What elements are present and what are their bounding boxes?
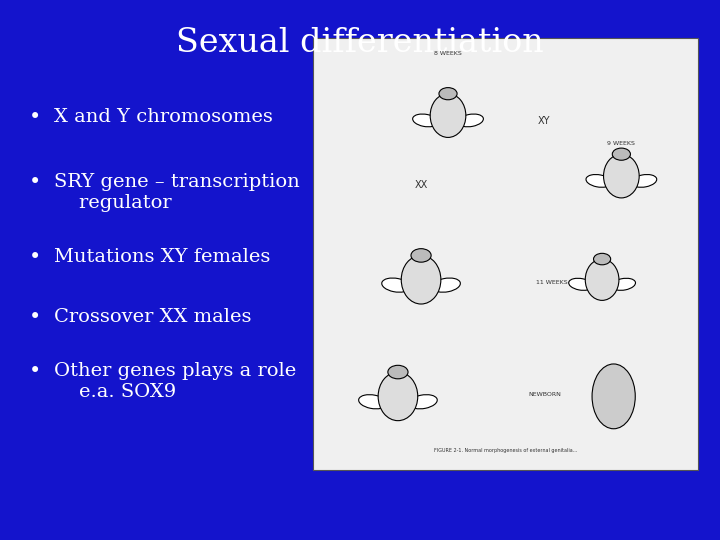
Text: Crossover XX males: Crossover XX males xyxy=(54,308,251,326)
Text: NEWBORN: NEWBORN xyxy=(528,392,561,397)
Text: 8 WEEKS: 8 WEEKS xyxy=(434,51,462,56)
Ellipse shape xyxy=(431,94,466,137)
Ellipse shape xyxy=(631,174,657,187)
Text: X and Y chromosomes: X and Y chromosomes xyxy=(54,108,273,126)
Text: •: • xyxy=(29,362,41,381)
Ellipse shape xyxy=(411,248,431,262)
Ellipse shape xyxy=(359,395,387,409)
Ellipse shape xyxy=(388,365,408,379)
Text: 9 WEEKS: 9 WEEKS xyxy=(608,141,635,146)
Ellipse shape xyxy=(439,87,457,100)
FancyBboxPatch shape xyxy=(313,38,698,470)
Ellipse shape xyxy=(432,278,460,292)
Ellipse shape xyxy=(378,372,418,421)
Ellipse shape xyxy=(611,278,636,291)
Text: 11 WEEKS: 11 WEEKS xyxy=(536,280,568,285)
Ellipse shape xyxy=(401,255,441,304)
Text: SRY gene – transcription
    regulator: SRY gene – transcription regulator xyxy=(54,173,300,212)
Text: Sexual differentiation: Sexual differentiation xyxy=(176,27,544,59)
Text: FIGURE 2-1. Normal morphogenesis of external genitalia...: FIGURE 2-1. Normal morphogenesis of exte… xyxy=(434,448,577,453)
Ellipse shape xyxy=(592,364,635,429)
Text: XY: XY xyxy=(538,116,551,126)
Ellipse shape xyxy=(409,395,437,409)
Ellipse shape xyxy=(382,278,410,292)
Text: Mutations XY females: Mutations XY females xyxy=(54,248,271,266)
Ellipse shape xyxy=(612,148,631,160)
Ellipse shape xyxy=(458,114,483,127)
Ellipse shape xyxy=(569,278,593,291)
Text: •: • xyxy=(29,308,41,327)
Ellipse shape xyxy=(593,253,611,265)
Ellipse shape xyxy=(603,154,639,198)
Ellipse shape xyxy=(413,114,438,127)
Text: XX: XX xyxy=(415,180,428,191)
Ellipse shape xyxy=(585,259,619,300)
Text: Other genes plays a role
    e.a. SOX9: Other genes plays a role e.a. SOX9 xyxy=(54,362,296,401)
Text: •: • xyxy=(29,173,41,192)
Text: •: • xyxy=(29,248,41,267)
Text: •: • xyxy=(29,108,41,127)
Ellipse shape xyxy=(586,174,611,187)
